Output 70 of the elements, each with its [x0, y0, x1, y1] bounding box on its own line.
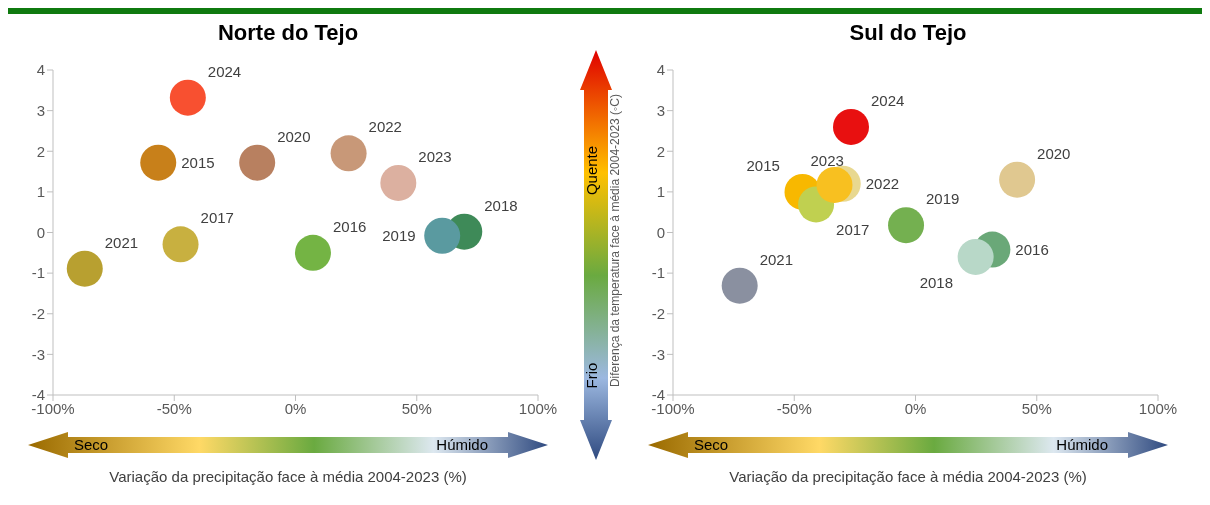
y-tick-label: -2 [31, 305, 45, 323]
series-label: 2017 [200, 209, 234, 227]
text: Frio [583, 362, 601, 388]
chart-title: Sul do Tejo [848, 20, 968, 47]
series-label: 2018 [919, 273, 954, 291]
y-tick-label: 2 [36, 142, 45, 160]
text: Húmido [436, 436, 488, 453]
y-tick-label: 0 [36, 223, 45, 241]
x-tick-label: 50% [1021, 399, 1052, 417]
y-tick-label: 3 [36, 101, 45, 119]
point [169, 79, 206, 116]
x-tick-label: 50% [401, 399, 432, 417]
y-tick-label: 2 [656, 142, 665, 160]
text: Seco [74, 436, 109, 453]
x-tick-label: -50% [156, 399, 192, 417]
point [140, 144, 177, 181]
series-label: 2016 [332, 217, 367, 235]
x-axis-title: Variação da precipitação face à média 2004-2023 (%) [108, 468, 468, 485]
series-label: 2015 [181, 153, 215, 171]
point [721, 267, 758, 304]
series-label: 2015 [746, 156, 780, 174]
chart-title: Norte do Tejo [216, 20, 360, 47]
point [239, 144, 276, 181]
series-label: 2024 [870, 91, 905, 109]
point [424, 217, 461, 254]
y-tick-label: -1 [31, 264, 45, 282]
x-axis-title: Variação da precipitação face à média 2004-2023 (%) [728, 468, 1088, 485]
y-tick-label: -3 [31, 345, 45, 363]
x-tick-label: 0% [904, 399, 927, 417]
series-label: 2024 [207, 62, 242, 80]
y-tick-label: -1 [651, 264, 665, 282]
series-label: 2017 [836, 221, 870, 239]
y-tick-label: 4 [36, 61, 45, 79]
point [999, 161, 1036, 198]
y-tick-label: 1 [656, 183, 665, 201]
series-label: 2019 [926, 190, 960, 208]
x-tick-label: -50% [776, 399, 812, 417]
point [330, 135, 367, 172]
x-tick-label: 0% [284, 399, 307, 417]
series-label: 2022 [368, 118, 402, 136]
series-label: 2019 [382, 226, 416, 244]
series-label: 2020 [1037, 144, 1071, 162]
x-tick-label: 100% [1138, 399, 1178, 417]
text: Húmido [1056, 436, 1108, 453]
series-label: 2021 [104, 233, 139, 251]
series-label: 2022 [865, 174, 900, 192]
y-tick-label: -3 [651, 345, 665, 363]
series-label: 2021 [759, 250, 794, 268]
series-label: 2023 [810, 151, 844, 169]
point [66, 250, 103, 287]
point [957, 238, 994, 275]
point [162, 226, 199, 263]
point [816, 166, 853, 203]
point [888, 207, 925, 244]
y-tick-label: 4 [656, 61, 665, 79]
point [833, 108, 869, 145]
x-tick-label: 100% [518, 399, 558, 417]
text: Seco [694, 436, 729, 453]
y-axis-title: Diferença da temperatura face à média 2004-2023 (◦C) [608, 93, 623, 387]
series-label: 2023 [418, 147, 452, 165]
series-label: 2018 [484, 196, 518, 214]
y-tick-label: -2 [651, 305, 665, 323]
series-label: 2020 [277, 127, 311, 145]
y-tick-label: 0 [656, 223, 665, 241]
point [380, 164, 417, 201]
series-label: 2016 [1015, 240, 1049, 258]
y-tick-label: 1 [36, 183, 45, 201]
text: Quente [583, 145, 601, 195]
point [294, 234, 331, 271]
y-tick-label: 3 [656, 101, 665, 119]
